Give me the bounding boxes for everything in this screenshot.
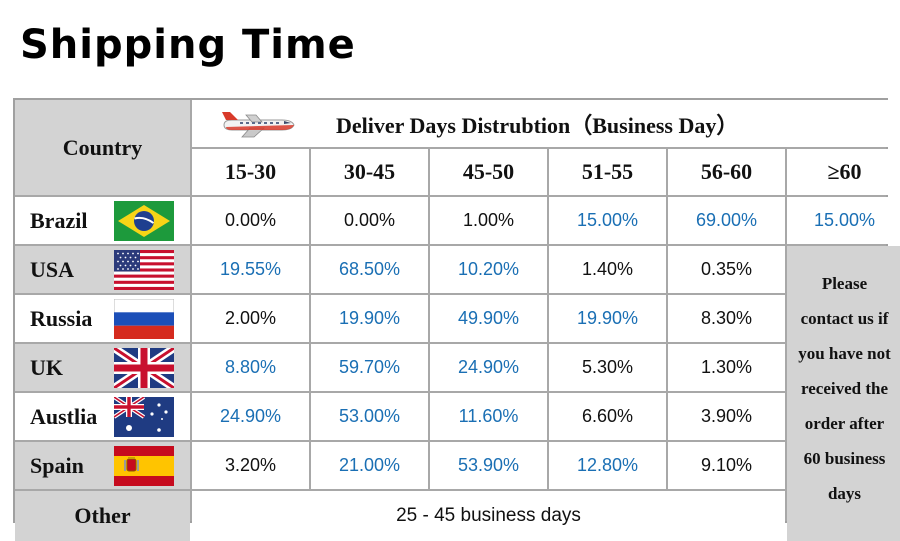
- table-cell: 49.90%: [430, 295, 547, 342]
- table-cell: 1.30%: [668, 344, 785, 391]
- country-name: Spain: [30, 452, 84, 478]
- uk-flag-icon: [114, 347, 174, 388]
- table-cell: 0.00%: [311, 197, 428, 244]
- note-line: days: [827, 484, 862, 503]
- table-cell: 69.00%: [668, 197, 785, 244]
- brazil-flag-icon: [114, 200, 174, 241]
- table-cell: 8.30%: [668, 295, 785, 342]
- australia-flag-icon: [114, 396, 174, 437]
- table-cell: 1.40%: [549, 246, 666, 293]
- country-name: Brazil: [30, 207, 88, 233]
- table-cell: 53.00%: [311, 393, 428, 440]
- contact-note: Please contact us if you have not receiv…: [787, 246, 900, 541]
- table-cell: 12.80%: [549, 442, 666, 489]
- country-header: Country: [15, 100, 190, 195]
- country-cell-russia: Russia: [15, 295, 190, 342]
- note-line: 60 business: [803, 449, 886, 468]
- range-header: 56-60: [668, 149, 785, 195]
- deliver-days-header: Deliver Days Distrubtion（Business Day）: [192, 100, 900, 147]
- table-cell: 0.35%: [668, 246, 785, 293]
- table-cell: 21.00%: [311, 442, 428, 489]
- table-cell: 8.80%: [192, 344, 309, 391]
- note-line: you have not: [798, 344, 891, 363]
- shipping-time-table: Country Deliver Days Distrubtion（Busines…: [13, 98, 900, 541]
- range-header: ≥60: [787, 149, 900, 195]
- table-cell: 3.20%: [192, 442, 309, 489]
- page-title: Shipping Time: [20, 22, 356, 68]
- table-cell: 6.60%: [549, 393, 666, 440]
- airplane-icon: [222, 111, 295, 137]
- country-cell-uk: UK: [15, 344, 190, 391]
- country-name: UK: [30, 354, 63, 380]
- russia-flag-icon: [114, 298, 174, 339]
- table-cell: 10.20%: [430, 246, 547, 293]
- table-cell: 3.90%: [668, 393, 785, 440]
- table-cell: 53.90%: [430, 442, 547, 489]
- table-cell: 19.55%: [192, 246, 309, 293]
- table-cell: 19.90%: [549, 295, 666, 342]
- country-name: Russia: [30, 305, 93, 331]
- note-line: contact us if: [800, 309, 889, 328]
- table-cell: 0.00%: [192, 197, 309, 244]
- table-cell: 15.00%: [787, 197, 900, 244]
- country-name: USA: [30, 256, 75, 282]
- country-cell-spain: Spain: [15, 442, 190, 489]
- table-cell: 19.90%: [311, 295, 428, 342]
- table-cell: 59.70%: [311, 344, 428, 391]
- table-cell: 15.00%: [549, 197, 666, 244]
- table-cell: 9.10%: [668, 442, 785, 489]
- spain-flag-icon: [114, 445, 174, 486]
- country-cell-australia: Austlia: [15, 393, 190, 440]
- table-cell: 5.30%: [549, 344, 666, 391]
- table-cell: 24.90%: [192, 393, 309, 440]
- note-line: received the: [800, 379, 888, 398]
- table-cell: 68.50%: [311, 246, 428, 293]
- note-line: order after: [804, 414, 885, 433]
- range-header: 30-45: [311, 149, 428, 195]
- range-header: 15-30: [192, 149, 309, 195]
- range-header: 45-50: [430, 149, 547, 195]
- table-cell: 24.90%: [430, 344, 547, 391]
- country-cell-usa: USA: [15, 246, 190, 293]
- note-line: Please: [821, 274, 868, 293]
- deliver-days-label: Deliver Days Distrubtion（Business Day）: [336, 112, 739, 138]
- table-cell: 2.00%: [192, 295, 309, 342]
- table-cell: 11.60%: [430, 393, 547, 440]
- country-cell-brazil: Brazil: [15, 197, 190, 244]
- range-header: 51-55: [549, 149, 666, 195]
- usa-flag-icon: [114, 249, 174, 290]
- other-value: 25 - 45 business days: [192, 491, 785, 541]
- other-label: Other: [15, 491, 190, 541]
- country-name: Austlia: [30, 403, 98, 429]
- table-cell: 1.00%: [430, 197, 547, 244]
